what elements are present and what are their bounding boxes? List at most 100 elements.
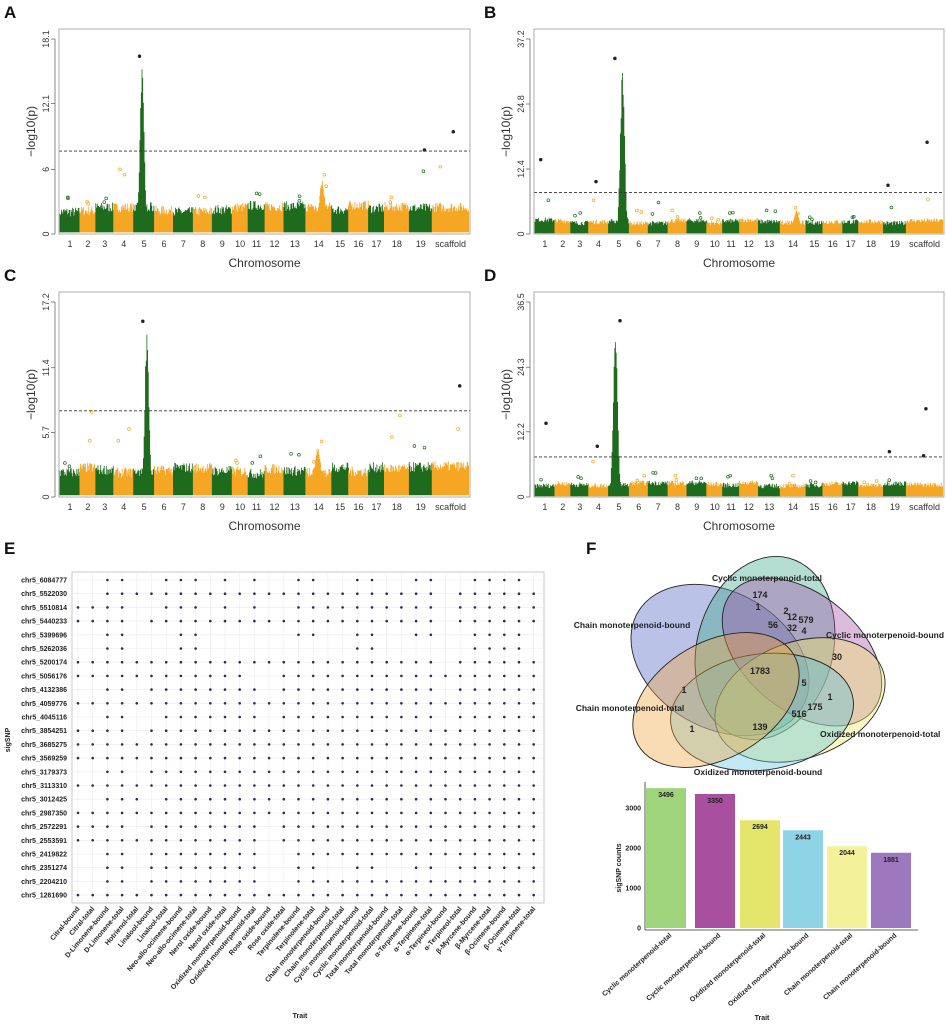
presence-dot [444, 797, 447, 801]
presence-dot [532, 743, 535, 746]
chromosome-label: 14 [314, 502, 324, 512]
presence-dot [164, 880, 168, 883]
presence-dot [532, 619, 535, 623]
presence-dot [209, 866, 212, 869]
presence-dot [488, 702, 491, 705]
snp-point [388, 200, 393, 204]
presence-dot [209, 825, 212, 828]
presence-dot [135, 797, 139, 801]
snp-point [102, 200, 107, 204]
presence-dot [135, 592, 139, 595]
presence-dot [517, 660, 521, 664]
chromosome-label: 2 [560, 502, 565, 512]
presence-dot [414, 592, 418, 595]
presence-dot [326, 702, 330, 705]
snp-point [673, 473, 678, 478]
presence-dot [341, 688, 344, 691]
chromosome-label: 9 [220, 239, 225, 249]
y-tick-label: 12.2 [516, 423, 526, 441]
snp-point [412, 444, 417, 448]
presence-dot [503, 702, 506, 705]
presence-dot [150, 619, 153, 623]
presence-dot [194, 660, 197, 664]
presence-dot [370, 743, 374, 746]
presence-dot [326, 825, 330, 828]
presence-dot [76, 674, 80, 678]
presence-dot [414, 880, 418, 883]
presence-dot [209, 702, 212, 705]
presence-dot [150, 729, 153, 732]
y-axis-title: sigSNP [5, 727, 12, 752]
presence-dot [76, 839, 80, 842]
presence-dot [238, 893, 241, 897]
presence-dot [135, 702, 139, 705]
presence-dot [517, 688, 521, 691]
presence-dot [488, 619, 491, 623]
presence-dot [311, 592, 315, 595]
presence-dot [135, 784, 139, 787]
presence-dot [370, 784, 374, 787]
venn-region-count: 1 [827, 692, 832, 702]
presence-dot [223, 797, 227, 801]
presence-dot [488, 633, 491, 637]
chromosome-points-6 [154, 205, 174, 233]
chromosome-label: 14 [314, 239, 324, 249]
chromosome-label: 19 [890, 502, 900, 512]
snp-point [642, 473, 646, 478]
presence-dot [429, 797, 433, 801]
presence-dot [106, 866, 109, 869]
y-tick-label: 3000 [625, 806, 641, 813]
presence-dot [164, 702, 168, 705]
presence-dot [297, 893, 300, 897]
presence-dot [76, 702, 80, 705]
bar [827, 846, 867, 928]
presence-dot [179, 839, 183, 842]
presence-dot [135, 674, 139, 678]
presence-dot [488, 893, 491, 897]
presence-dot [311, 866, 315, 869]
snp-point [635, 478, 640, 483]
y-tick-label: 12.1 [41, 95, 51, 113]
presence-dot [179, 660, 183, 664]
presence-dot [517, 784, 521, 787]
snp-point [421, 169, 426, 174]
y-tick-label: 0 [41, 231, 51, 236]
venn-set-3 [714, 637, 886, 763]
presence-dot [341, 702, 344, 705]
chromosome-label: 19 [416, 239, 426, 249]
presence-dot [238, 797, 241, 801]
presence-dot [473, 770, 477, 774]
venn-region-count: 4 [801, 626, 806, 636]
presence-dot [488, 811, 491, 815]
presence-dot [150, 674, 153, 678]
chromosome-label: scaffold [909, 239, 940, 249]
presence-dot [282, 729, 286, 732]
presence-dot [209, 688, 212, 691]
snp-point [618, 318, 622, 323]
presence-dot [209, 893, 212, 897]
presence-dot [356, 880, 359, 883]
presence-dot [311, 729, 315, 732]
presence-dot [238, 770, 241, 774]
presence-dot [76, 729, 80, 732]
snp-point [594, 179, 598, 184]
presence-dot [414, 619, 418, 623]
venn-set-1 [694, 556, 836, 740]
presence-dot [356, 647, 359, 650]
presence-dot [341, 852, 344, 856]
presence-dot [532, 852, 535, 856]
presence-dot [503, 893, 506, 897]
presence-dot [532, 866, 535, 869]
snp-point [322, 172, 327, 177]
presence-dot [385, 606, 389, 609]
presence-dot [297, 825, 300, 828]
chromosome-label: 6 [636, 239, 641, 249]
presence-dot [429, 606, 433, 609]
presence-dot [400, 674, 403, 678]
snp-point [578, 211, 582, 215]
presence-dot [385, 893, 389, 897]
presence-dot [311, 606, 315, 609]
chromosome-label: 6 [636, 502, 641, 512]
presence-dot [473, 756, 477, 760]
chromosome-points-18 [384, 201, 410, 233]
